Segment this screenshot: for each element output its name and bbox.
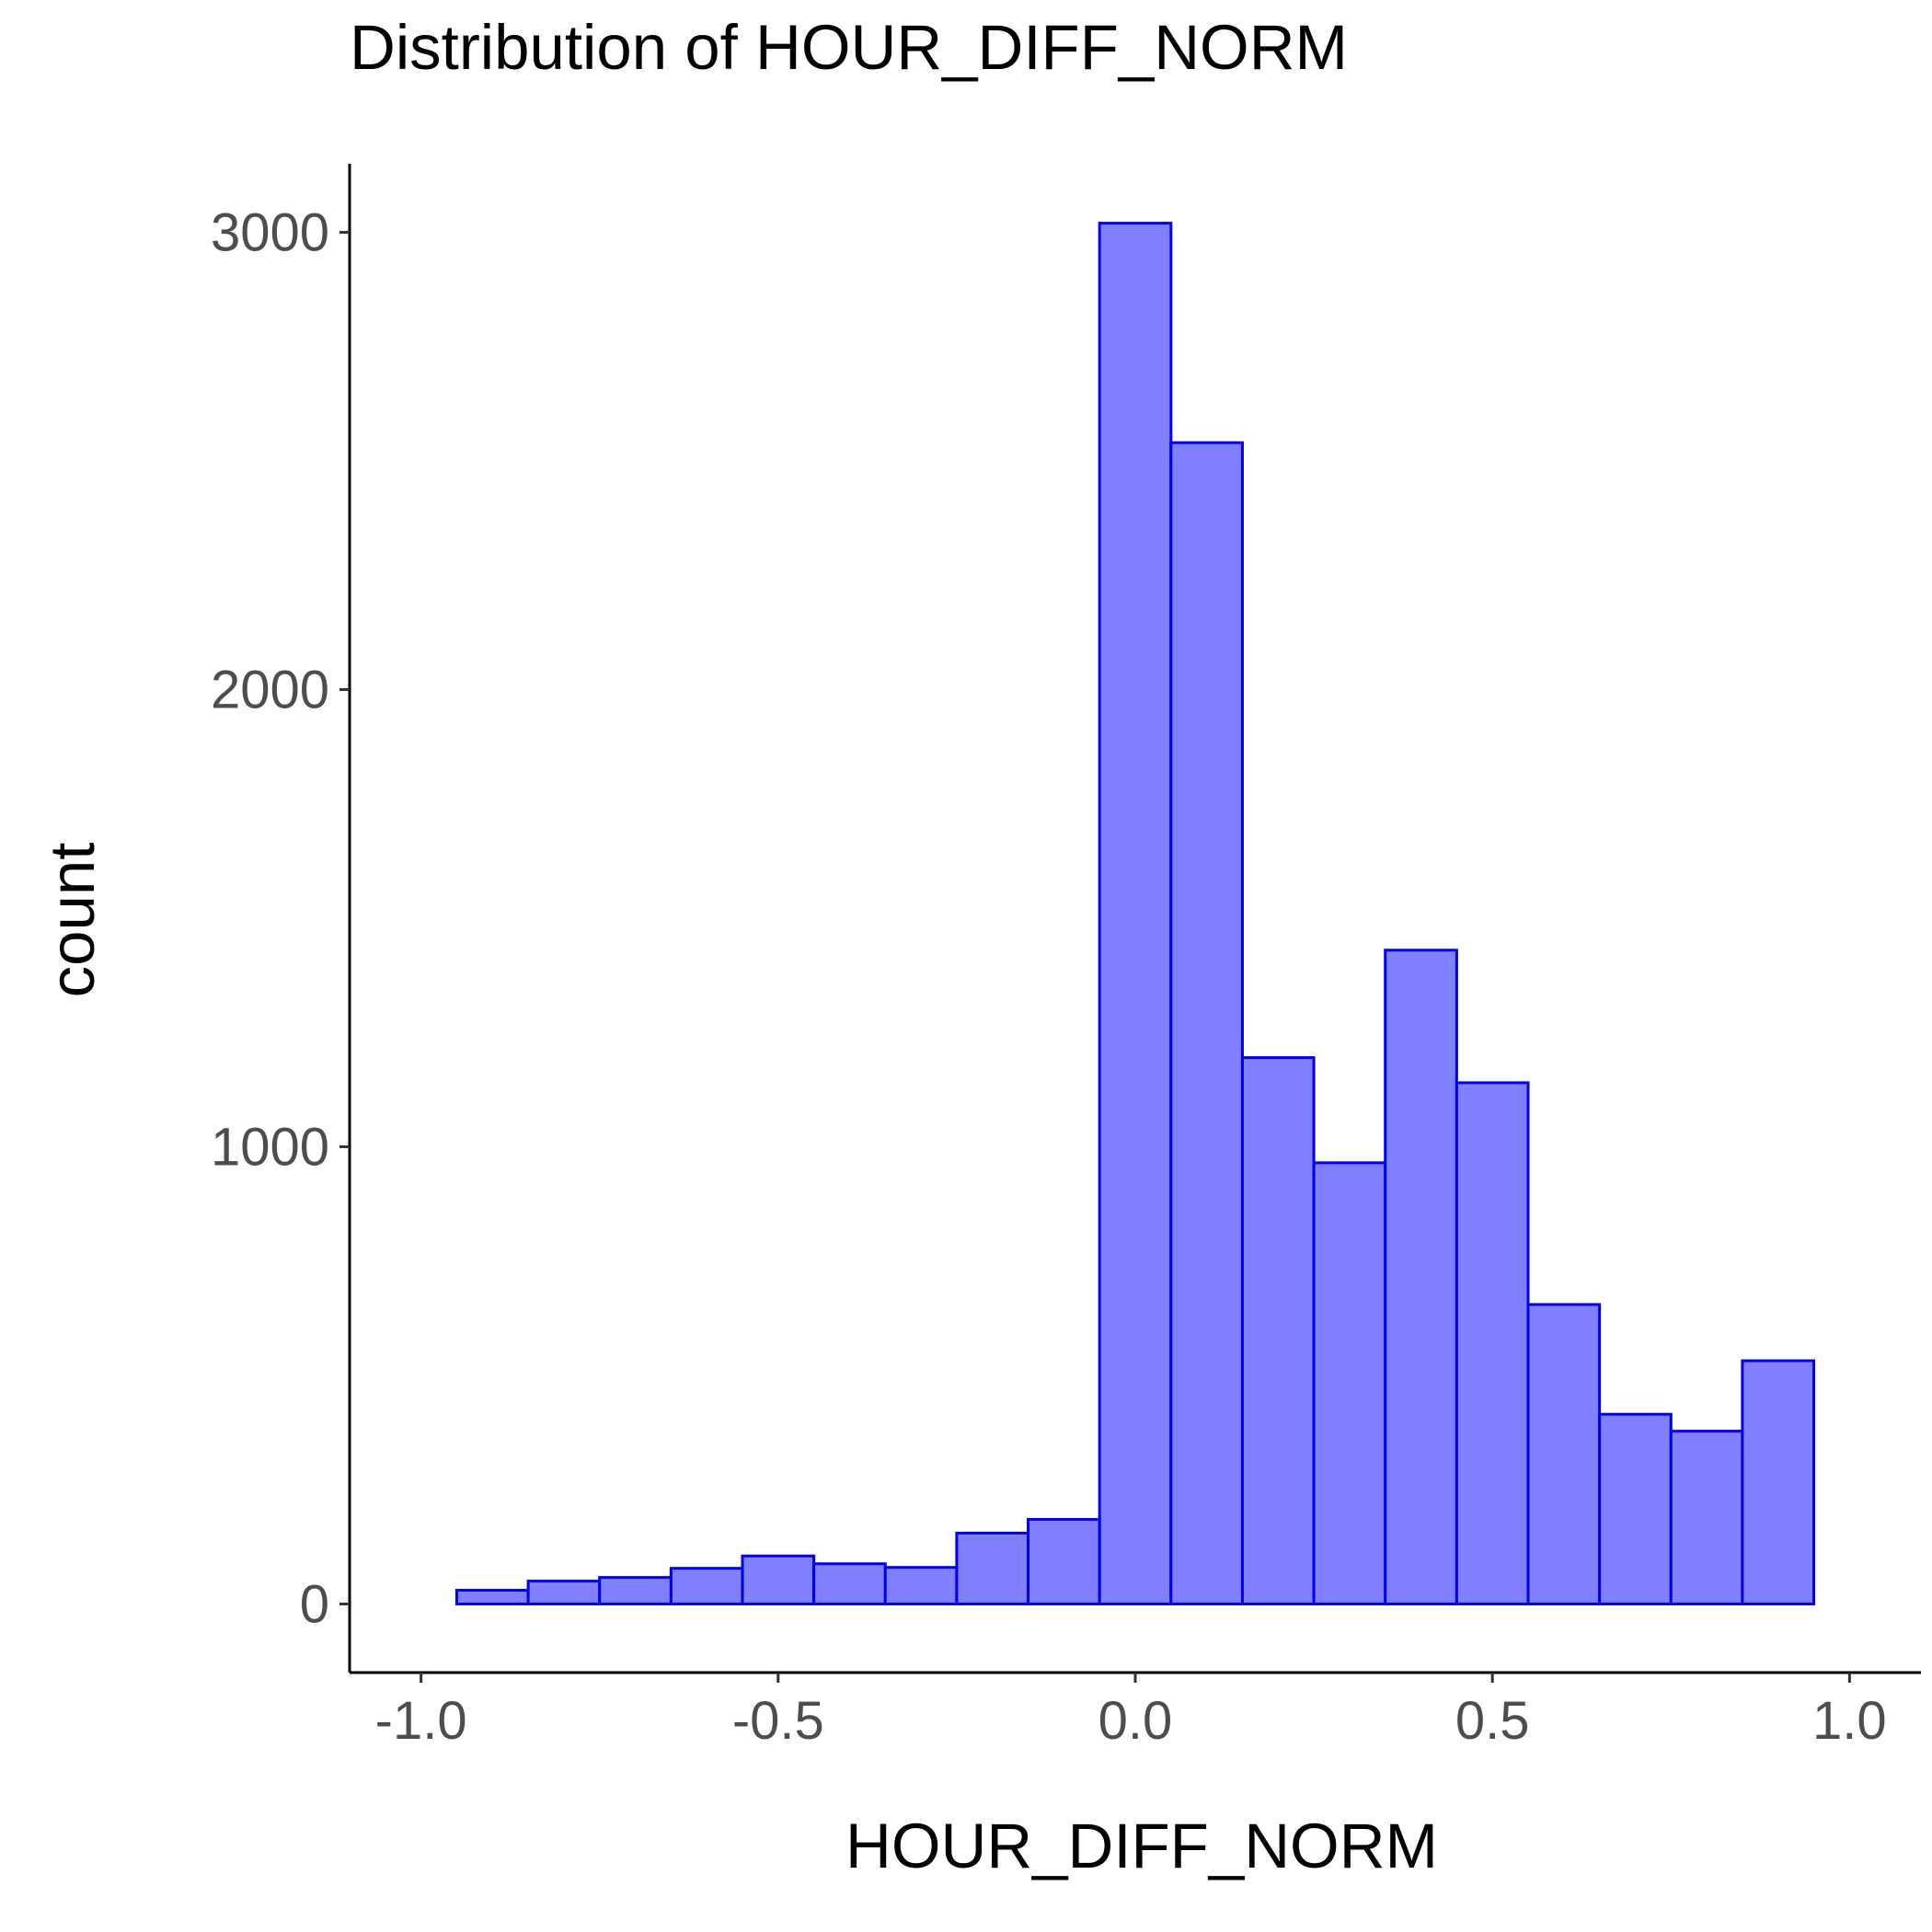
histogram-bar: [1027, 1518, 1101, 1605]
histogram-bar: [1669, 1430, 1744, 1605]
y-axis-title: count: [37, 843, 108, 998]
histogram-bar: [1098, 222, 1173, 1605]
y-tick-label: 1000: [211, 1117, 329, 1177]
histogram-bar: [1598, 1412, 1673, 1605]
histogram-bar: [955, 1531, 1030, 1605]
histogram-bar: [741, 1554, 816, 1605]
histogram-bar: [526, 1580, 602, 1605]
histogram-bar: [1455, 1081, 1530, 1605]
x-axis-title: HOUR_DIFF_NORM: [845, 1811, 1438, 1881]
histogram-bar: [598, 1576, 673, 1605]
y-tick-label: 3000: [211, 203, 329, 263]
y-tick-label: 0: [300, 1574, 329, 1634]
x-tick-label: 1.0: [1812, 1691, 1887, 1751]
histogram-bar: [883, 1566, 959, 1605]
y-tick-label: 2000: [211, 661, 329, 720]
x-tick-label: -0.5: [732, 1691, 824, 1751]
chart-title: Distribution of HOUR_DIFF_NORM: [350, 12, 1348, 83]
histogram-bar: [669, 1567, 744, 1605]
histogram-bar: [1384, 949, 1458, 1605]
histogram-bar: [1240, 1056, 1316, 1605]
histogram-bar: [1526, 1303, 1602, 1605]
x-axis: -1.0 -0.5 0.0 0.5 1.0: [350, 1671, 1921, 1751]
histogram-bar: [1741, 1359, 1816, 1605]
histogram-bar: [1169, 441, 1244, 1605]
histogram-bar: [454, 1589, 530, 1605]
bars-group: [454, 222, 1816, 1605]
histogram-bar: [1312, 1161, 1387, 1605]
x-tick-label: 0.5: [1455, 1691, 1530, 1751]
x-tick-label: -1.0: [375, 1691, 467, 1751]
x-tick-label: 0.0: [1098, 1691, 1173, 1751]
histogram-bar: [812, 1562, 887, 1605]
y-axis: 0 1000 2000 3000: [211, 164, 351, 1673]
